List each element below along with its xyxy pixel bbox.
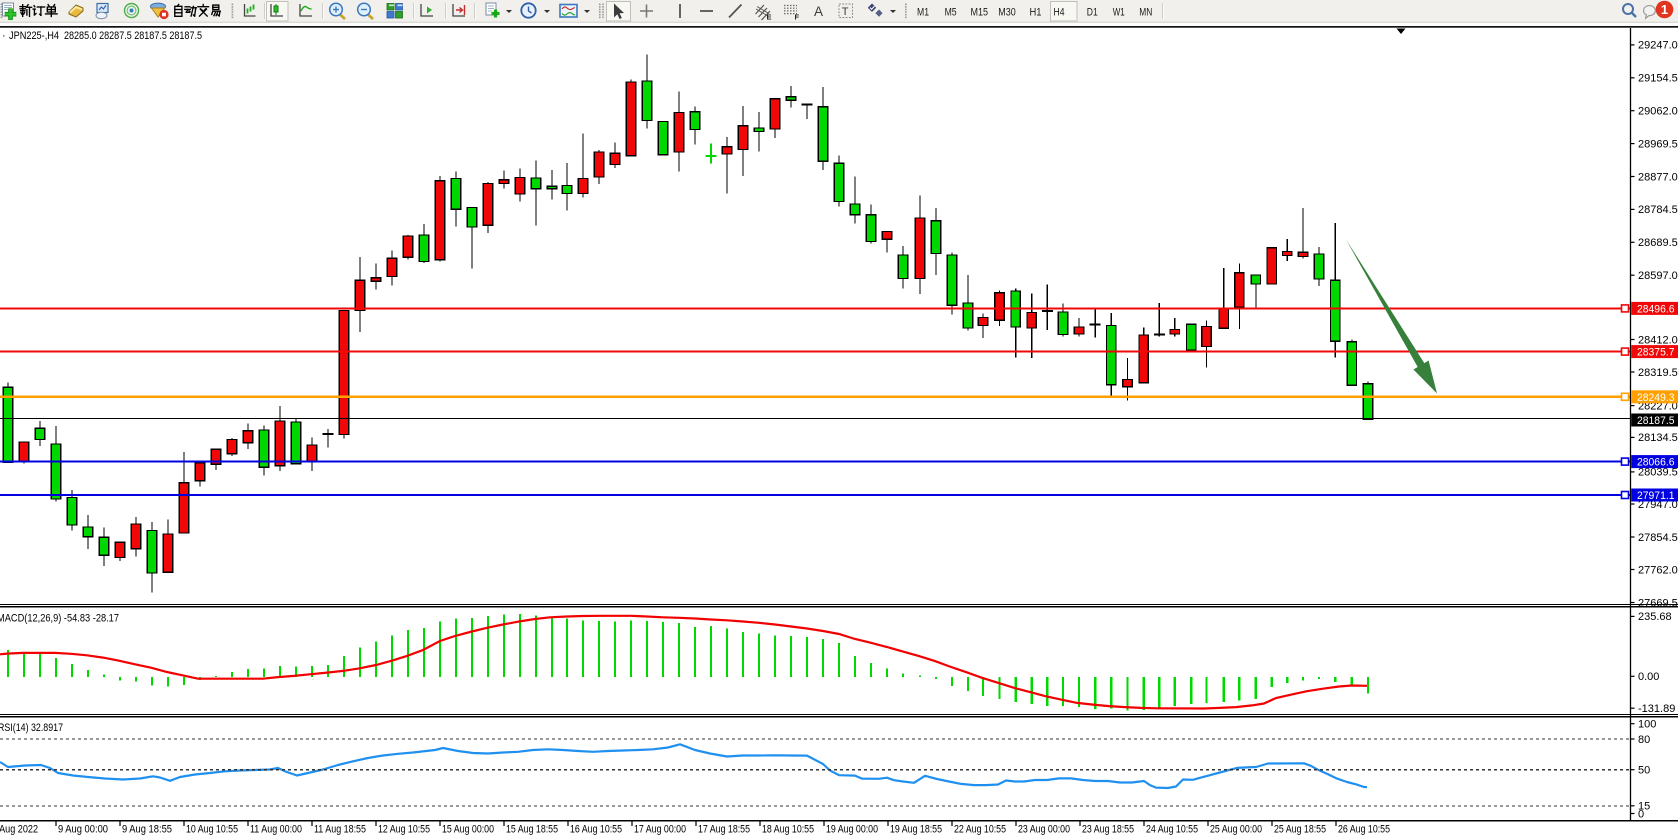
svg-text:A: A <box>814 4 823 19</box>
svg-text:9 Aug 00:00: 9 Aug 00:00 <box>58 824 108 836</box>
svg-text:17 Aug 18:55: 17 Aug 18:55 <box>698 824 750 836</box>
svg-text:D1: D1 <box>1087 6 1098 18</box>
svg-text:26 Aug 10:55: 26 Aug 10:55 <box>1338 824 1390 836</box>
svg-text:9 Aug 18:55: 9 Aug 18:55 <box>122 824 172 836</box>
svg-text:10 Aug 10:55: 10 Aug 10:55 <box>186 824 238 836</box>
svg-text:28969.5: 28969.5 <box>1638 138 1678 150</box>
svg-text:0.00: 0.00 <box>1638 671 1659 683</box>
svg-text:12 Aug 10:55: 12 Aug 10:55 <box>378 824 430 836</box>
svg-text:·: · <box>2 30 6 42</box>
svg-text:15: 15 <box>1638 801 1650 813</box>
svg-text:25 Aug 18:55: 25 Aug 18:55 <box>1274 824 1326 836</box>
svg-text:28039.5: 28039.5 <box>1638 467 1678 479</box>
svg-text:19 Aug 00:00: 19 Aug 00:00 <box>826 824 878 836</box>
svg-text:16 Aug 10:55: 16 Aug 10:55 <box>570 824 622 836</box>
svg-text:1: 1 <box>1661 2 1668 17</box>
svg-text:25 Aug 00:00: 25 Aug 00:00 <box>1210 824 1262 836</box>
svg-text:29062.0: 29062.0 <box>1638 106 1678 118</box>
svg-text:28412.0: 28412.0 <box>1638 334 1678 346</box>
svg-text:28877.0: 28877.0 <box>1638 171 1678 183</box>
svg-text:23 Aug 18:55: 23 Aug 18:55 <box>1082 824 1134 836</box>
svg-text:28689.5: 28689.5 <box>1638 237 1678 249</box>
svg-text:29154.5: 29154.5 <box>1638 73 1678 85</box>
svg-text:27854.5: 27854.5 <box>1638 532 1678 544</box>
svg-text:23 Aug 00:00: 23 Aug 00:00 <box>1018 824 1070 836</box>
svg-text:RSI(14) 32.8917: RSI(14) 32.8917 <box>0 722 63 734</box>
svg-text:19 Aug 18:55: 19 Aug 18:55 <box>890 824 942 836</box>
svg-text:28597.0: 28597.0 <box>1638 270 1678 282</box>
svg-text:M30: M30 <box>998 6 1016 18</box>
svg-text:28066.6: 28066.6 <box>1637 457 1675 469</box>
svg-text:80: 80 <box>1638 734 1650 746</box>
svg-text:22 Aug 10:55: 22 Aug 10:55 <box>954 824 1006 836</box>
svg-text:W1: W1 <box>1113 6 1125 18</box>
svg-text:29247.0: 29247.0 <box>1638 40 1678 52</box>
svg-text:8 Aug 2022: 8 Aug 2022 <box>0 824 38 836</box>
svg-text:M15: M15 <box>971 6 989 18</box>
svg-text:JPN225-,H4: JPN225-,H4 <box>9 30 59 42</box>
svg-text:T: T <box>842 6 849 18</box>
svg-text:17 Aug 00:00: 17 Aug 00:00 <box>634 824 686 836</box>
svg-text:15 Aug 18:55: 15 Aug 18:55 <box>506 824 558 836</box>
svg-text:28285.0 28287.5 28187.5 28187.: 28285.0 28287.5 28187.5 28187.5 <box>64 30 202 42</box>
svg-text:28187.5: 28187.5 <box>1637 415 1675 427</box>
svg-text:50: 50 <box>1638 765 1650 777</box>
svg-text:24 Aug 10:55: 24 Aug 10:55 <box>1146 824 1198 836</box>
svg-text:F: F <box>795 13 800 22</box>
svg-text:28375.7: 28375.7 <box>1637 347 1675 359</box>
svg-text:27762.0: 27762.0 <box>1638 564 1678 576</box>
svg-text:27947.0: 27947.0 <box>1638 499 1678 511</box>
svg-text:235.68: 235.68 <box>1638 611 1672 623</box>
svg-text:-131.89: -131.89 <box>1638 703 1675 715</box>
svg-text:11 Aug 00:00: 11 Aug 00:00 <box>250 824 302 836</box>
svg-text:11 Aug 18:55: 11 Aug 18:55 <box>314 824 366 836</box>
svg-text:MACD(12,26,9) -54.83 -28.17: MACD(12,26,9) -54.83 -28.17 <box>0 613 119 625</box>
svg-text:M1: M1 <box>917 6 929 18</box>
svg-text:E: E <box>767 13 772 22</box>
svg-text:15 Aug 00:00: 15 Aug 00:00 <box>442 824 494 836</box>
svg-text:28134.5: 28134.5 <box>1638 432 1678 444</box>
svg-text:28496.6: 28496.6 <box>1637 303 1675 315</box>
svg-text:27669.5: 27669.5 <box>1638 597 1678 609</box>
svg-text:28249.3: 28249.3 <box>1637 392 1675 404</box>
svg-text:28227.0: 28227.0 <box>1638 400 1678 412</box>
svg-text:27971.1: 27971.1 <box>1637 490 1675 502</box>
svg-text:M5: M5 <box>945 6 957 18</box>
svg-text:100: 100 <box>1638 719 1656 731</box>
svg-text:28784.5: 28784.5 <box>1638 204 1678 216</box>
svg-text:28319.5: 28319.5 <box>1638 367 1678 379</box>
svg-text:H1: H1 <box>1030 6 1042 18</box>
svg-text:0: 0 <box>1638 808 1644 820</box>
svg-text:H4: H4 <box>1054 6 1065 18</box>
svg-text:MN: MN <box>1139 6 1152 18</box>
svg-text:18 Aug 10:55: 18 Aug 10:55 <box>762 824 814 836</box>
